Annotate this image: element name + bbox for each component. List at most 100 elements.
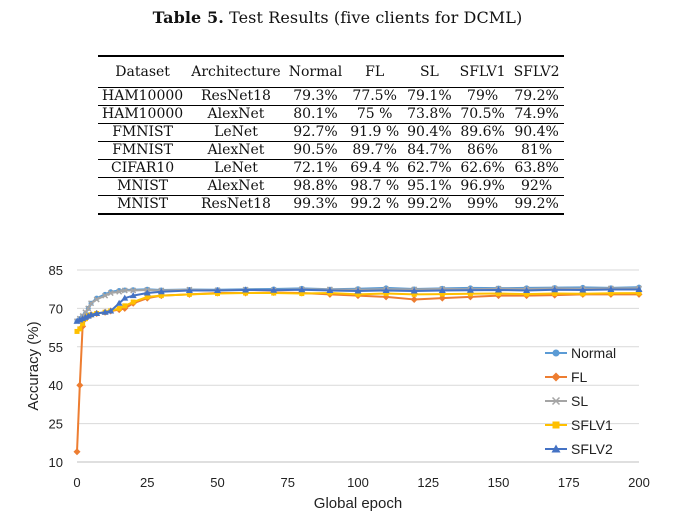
data-point-sflv2 — [579, 286, 587, 293]
data-point-sflv2 — [382, 286, 390, 293]
cell-sflv2: 74.9% — [514, 106, 559, 122]
x-axis-title: Global epoch — [314, 495, 402, 512]
data-point-sflv1 — [215, 291, 220, 297]
data-point-sflv2 — [93, 310, 101, 317]
header-architecture: Architecture — [191, 64, 281, 80]
data-point-sflv2 — [157, 288, 165, 295]
header-fl: FL — [365, 64, 385, 80]
cell-architecture: LeNet — [214, 160, 258, 176]
data-point-sflv1 — [74, 328, 80, 334]
cell-sl: 79.1% — [407, 88, 452, 104]
data-point-fl — [76, 381, 84, 389]
cell-dataset: CIFAR10 — [110, 160, 175, 176]
cell-dataset: FMNIST — [112, 124, 173, 140]
cell-normal: 79.3% — [293, 88, 338, 104]
table-caption: Table 5. Test Results (five clients for … — [0, 8, 675, 27]
x-tick-label: 25 — [140, 475, 154, 490]
data-point-fl — [73, 448, 81, 456]
data-point-sflv1 — [636, 290, 642, 296]
data-point-sflv1 — [299, 291, 305, 297]
data-point-sflv2 — [495, 286, 502, 293]
legend-label-normal: Normal — [571, 345, 616, 361]
cell-sflv2: 79.2% — [514, 88, 559, 104]
x-tick-label: 50 — [210, 475, 224, 490]
cell-dataset: FMNIST — [112, 142, 173, 158]
header-dataset: Dataset — [115, 64, 170, 80]
cell-fl: 91.9 % — [350, 124, 400, 140]
cell-normal: 99.3% — [293, 196, 338, 212]
cell-sflv1: 62.6% — [460, 160, 505, 176]
cell-sflv2: 90.4% — [514, 124, 559, 140]
data-point-sflv2 — [354, 287, 362, 294]
y-tick-label: 40 — [49, 378, 63, 393]
data-point-sflv2 — [87, 311, 95, 318]
data-point-sflv2 — [214, 286, 221, 293]
data-point-sl — [85, 305, 92, 312]
table-caption-label: Table 5. — [152, 8, 224, 27]
data-point-sflv1 — [411, 291, 417, 297]
y-tick-label: 55 — [49, 340, 63, 355]
cell-fl: 89.7% — [352, 142, 397, 158]
data-point-sflv2 — [466, 286, 474, 293]
cell-architecture: ResNet18 — [200, 88, 271, 104]
cell-architecture: ResNet18 — [200, 196, 271, 212]
data-point-sflv1 — [580, 291, 586, 297]
data-point-sflv1 — [80, 321, 86, 327]
data-point-sflv1 — [130, 299, 136, 305]
accuracy-line-chart: 10 25 40 55 70 85 0 25 50 75 100 125 150 175 200 Global… — [25, 263, 650, 512]
data-point-sflv1 — [77, 326, 83, 332]
data-point-sflv1 — [243, 290, 249, 296]
cell-fl: 77.5% — [352, 88, 397, 104]
cell-dataset: HAM10000 — [102, 88, 184, 104]
data-point-sflv2 — [115, 299, 123, 306]
cell-sflv2: 63.8% — [514, 160, 559, 176]
results-table: Dataset Architecture Normal FL SL SFLV1 … — [98, 55, 564, 215]
data-point-sflv2 — [242, 286, 250, 293]
data-point-sl — [102, 292, 109, 299]
data-point-sflv1 — [439, 291, 445, 297]
data-point-sflv1 — [122, 303, 128, 309]
cell-sflv2: 81% — [521, 142, 553, 158]
cell-sflv2: 92% — [521, 178, 553, 194]
data-point-sflv1 — [467, 291, 473, 297]
table-row: HAM10000 ResNet18 79.3% 77.5% 79.1% 79% 79.2% — [98, 88, 564, 106]
data-point-sflv1 — [383, 291, 389, 297]
cell-fl: 99.2 % — [350, 196, 400, 212]
data-point-sl — [121, 287, 128, 294]
data-point-sl — [130, 287, 137, 294]
table-row: HAM10000 AlexNet 80.1% 75 % 73.8% 70.5% 74.9% — [98, 106, 564, 124]
cell-sflv1: 79% — [467, 88, 499, 104]
cell-normal: 98.8% — [293, 178, 338, 194]
cell-architecture: AlexNet — [207, 178, 265, 194]
data-point-fl — [410, 295, 418, 303]
data-point-sflv1 — [186, 291, 192, 297]
data-point-sflv2 — [326, 286, 334, 293]
table-caption-text: Test Results (five clients for DCML) — [229, 8, 523, 27]
legend-label-sl: SL — [571, 393, 588, 409]
data-point-sflv2 — [523, 286, 531, 293]
cell-sflv1: 96.9% — [460, 178, 505, 194]
header-normal: Normal — [288, 64, 343, 80]
data-point-sl — [107, 290, 114, 297]
legend-marker-normal — [552, 349, 560, 357]
data-point-sflv1 — [496, 291, 501, 297]
table-row: CIFAR10 LeNet 72.1% 69.4 % 62.7% 62.6% 63.8% — [98, 160, 564, 178]
data-point-sflv2 — [607, 285, 615, 292]
cell-fl: 98.7 % — [350, 178, 400, 194]
cell-normal: 92.7% — [293, 124, 338, 140]
header-sflv1: SFLV1 — [459, 64, 506, 80]
data-point-fl — [121, 304, 129, 312]
data-point-sflv2 — [635, 285, 643, 292]
data-point-sflv1 — [355, 291, 361, 297]
cell-sl: 73.8% — [407, 106, 452, 122]
data-point-sl — [93, 296, 100, 303]
x-tick-label: 175 — [558, 475, 580, 490]
cell-dataset: MNIST — [117, 196, 169, 212]
data-point-sflv2 — [185, 286, 193, 293]
data-point-sflv2 — [270, 286, 278, 293]
cell-sl: 62.7% — [407, 160, 452, 176]
data-point-sl — [116, 288, 123, 295]
cell-sflv1: 86% — [467, 142, 499, 158]
data-point-sflv1 — [524, 291, 530, 297]
legend-marker-sflv2 — [551, 444, 561, 453]
